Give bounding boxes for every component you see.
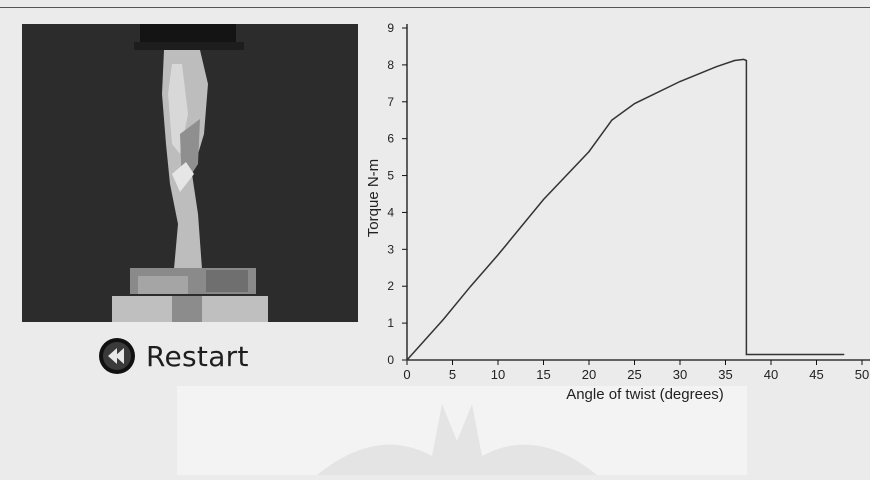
x-tick-label: 20 <box>582 367 596 382</box>
x-tick-label: 50 <box>855 367 869 382</box>
y-tick-label: 7 <box>387 95 394 109</box>
x-tick-label: 25 <box>627 367 641 382</box>
y-tick-label: 6 <box>387 132 394 146</box>
y-tick-label: 4 <box>387 205 394 219</box>
data-point <box>745 353 748 356</box>
y-tick-label: 9 <box>387 21 394 35</box>
data-point <box>542 198 545 201</box>
data-point <box>611 119 613 121</box>
rewind-icon <box>99 338 135 374</box>
top-rule <box>0 7 870 8</box>
data-point <box>743 58 745 61</box>
data-point <box>633 103 636 105</box>
data-point <box>497 254 499 256</box>
y-tick-label: 3 <box>387 242 394 256</box>
x-tick-label: 45 <box>809 367 823 382</box>
data-point <box>843 353 845 356</box>
x-tick-label: 10 <box>491 367 505 382</box>
x-tick-label: 35 <box>718 367 732 382</box>
y-tick-label: 0 <box>387 353 394 367</box>
restart-button[interactable]: Restart <box>98 336 249 376</box>
x-tick-label: 0 <box>403 367 410 382</box>
y-tick-label: 5 <box>387 169 394 183</box>
data-point <box>588 151 590 153</box>
data-point <box>734 59 736 62</box>
x-tick-label: 5 <box>449 367 456 382</box>
data-point <box>745 59 748 62</box>
specimen-photo <box>22 24 358 322</box>
x-tick-label: 30 <box>673 367 687 382</box>
torque-curve <box>406 58 844 361</box>
data-point <box>442 318 444 320</box>
data-point <box>470 285 472 287</box>
specimen-photo-graphic <box>22 24 358 322</box>
x-tick-label: 40 <box>764 367 778 382</box>
x-axis-label: Angle of twist (degrees) <box>566 386 724 403</box>
watermark-graphic <box>317 404 597 475</box>
x-tick-label: 15 <box>536 367 550 382</box>
y-axis-label: Torque N-m <box>365 159 382 237</box>
data-point <box>715 66 718 68</box>
y-tick-label: 2 <box>387 279 394 293</box>
watermark-panel <box>177 386 747 475</box>
restart-label: Restart <box>146 339 249 373</box>
data-point <box>679 80 681 83</box>
y-tick-label: 8 <box>387 58 394 72</box>
y-tick-label: 1 <box>387 316 394 330</box>
data-point <box>406 359 408 361</box>
